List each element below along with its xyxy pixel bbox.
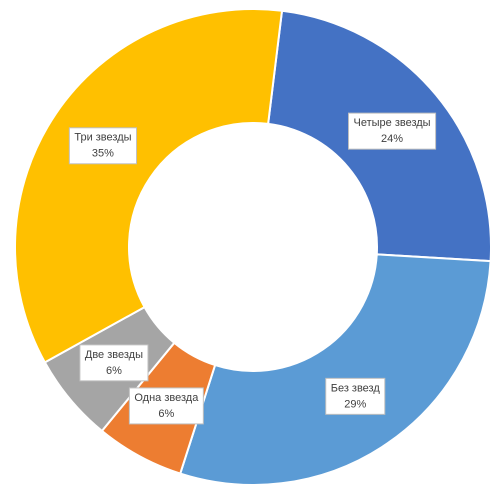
data-label-name: Две звезды: [85, 349, 143, 361]
data-label-name: Одна звезда: [134, 392, 199, 404]
data-label-value: 29%: [344, 398, 366, 410]
data-label-value: 24%: [381, 133, 403, 145]
data-label-value: 35%: [92, 148, 114, 160]
donut-segment: [14, 8, 284, 364]
data-label-name: Три звезды: [74, 132, 131, 144]
data-label-value: 6%: [106, 365, 122, 377]
data-label-box: [348, 112, 437, 150]
data-label-box: [128, 387, 204, 425]
donut-segment: [178, 253, 492, 486]
data-label-name: Без звезд: [331, 382, 381, 394]
data-label-name: Четыре звезды: [354, 117, 431, 129]
data-label-box: [325, 377, 386, 415]
data-label-box: [68, 127, 138, 165]
data-label-value: 6%: [158, 408, 174, 420]
data-label-box: [79, 344, 149, 382]
